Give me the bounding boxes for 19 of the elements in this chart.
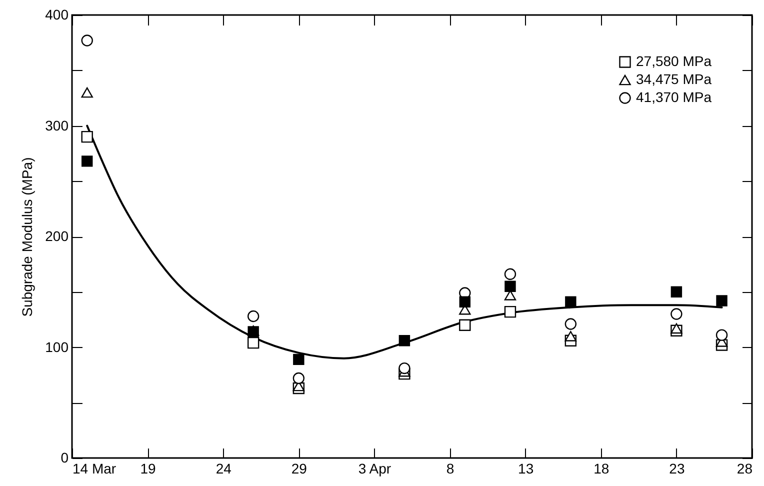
x-tick-label: 24 bbox=[216, 460, 232, 476]
x-tick-label: 28 bbox=[736, 460, 753, 476]
y-tick-label: 300 bbox=[45, 117, 69, 134]
y-tick-label: 200 bbox=[45, 228, 69, 244]
y-tick-label: 0 bbox=[60, 450, 69, 466]
x-tick-label: 8 bbox=[446, 460, 454, 476]
x-tick-label: 23 bbox=[669, 460, 685, 476]
y-axis-title: Subgrade Modulus (MPa) bbox=[19, 157, 36, 317]
x-tick-label: 29 bbox=[291, 460, 308, 476]
x-tick-label: 18 bbox=[594, 460, 610, 476]
x-tick-label: 19 bbox=[140, 460, 156, 476]
x-tick-label: 13 bbox=[518, 460, 534, 476]
y-tick-label: 400 bbox=[45, 6, 69, 22]
y-tick-label: 100 bbox=[45, 338, 69, 355]
x-tick-label: 3 Apr bbox=[358, 460, 392, 476]
x-tick-label: 14 Mar bbox=[72, 460, 116, 476]
legend-label: 41,370 MPa bbox=[636, 89, 712, 105]
legend-label: 34,475 MPa bbox=[636, 71, 712, 87]
legend-label: 27,580 MPa bbox=[636, 53, 712, 69]
